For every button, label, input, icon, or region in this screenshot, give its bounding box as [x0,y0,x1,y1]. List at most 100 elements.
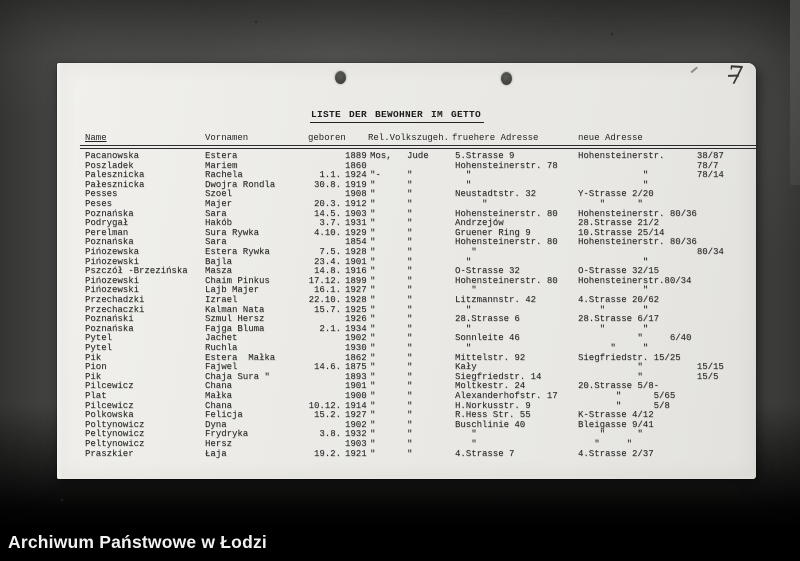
table-row: Pilcewicz Chana 1901 " " Moltkestr. 24 20.Stra… [57,382,756,392]
cell-volkszugehoerigkeit: " [407,362,413,373]
cell-fruehere-adresse: " [455,439,477,449]
cell-geboren-year: 1934 [345,323,367,334]
table-row: Pałesznicka Dwojra Rondla 30.8. 1919 " " " " [57,179,756,191]
column-header-fruehere-adresse: fruehere Adresse [452,133,539,143]
punch-hole-left [335,71,346,84]
table-row: Przechadzki Izrael 22.10. 1928 " " Litzmannstr… [57,295,756,306]
cell-fruehere-adresse: " [455,256,472,267]
cell-neue-adresse: 4.Strasse 2/37 [578,448,654,459]
cell-fruehere-adresse: " [455,429,477,440]
cell-vorname: Rachela [205,170,243,181]
cell-name: Peses [85,199,113,209]
cell-name: Perelman [85,227,129,238]
cell-volkszugehoerigkeit: " [407,295,413,305]
table-row: Peltynowicz Hersz 1903 " " " " " [57,439,756,450]
cell-religion: " [370,419,376,430]
cell-volkszugehoerigkeit: " [407,179,413,190]
cell-fruehere-adresse: Kały [455,362,477,373]
cell-neue-adresse: 78/7 [578,160,719,171]
cell-fruehere-adresse: " [455,170,472,181]
cell-name: Poznańska [85,323,134,334]
table-row: Pińozewski Lajb Majer 16.1. 1927 " " " " [57,286,756,296]
cell-volkszugehoerigkeit: " [407,448,413,459]
cell-fruehere-adresse: " [455,304,472,315]
cell-vorname: Estera Rywka [205,247,270,257]
column-header-neue-adresse: neue Adresse [578,133,643,143]
table-row: Pińozewski Chaim Pinkus 17.12. 1899 " " Hohens… [57,275,756,287]
cell-neue-adresse: " " [578,343,649,353]
cell-neue-adresse: " [578,179,649,190]
cell-neue-adresse: 10.Strasse 25/14 [578,227,665,238]
cell-volkszugehoerigkeit: " [407,381,413,392]
cell-geboren-year: 1930 [345,343,367,353]
cell-religion: " [370,295,376,305]
column-header-rel-volkszugeh: Rel.Volkszugeh. [368,133,450,143]
cell-geboren-day-month: 16.1. [313,285,341,296]
cell-volkszugehoerigkeit: " [407,237,413,248]
cell-vorname: Hakób [205,218,233,229]
cell-geboren-year: 1926 [345,314,367,325]
cell-religion: " [370,247,376,257]
cell-geboren-year: 1875 [345,362,367,373]
cell-vorname: Dwojra Rondla [205,179,276,190]
cell-neue-adresse: " 6/40 [578,333,692,344]
cell-vorname: Izrael [205,295,238,305]
cell-name: Pytel [85,343,113,353]
cell-geboren-year: 1901 [345,381,367,392]
cell-vorname: Bajla [205,256,233,267]
cell-name: Polkowska [85,410,134,421]
cell-fruehere-adresse: Litzmannstr. 42 [455,295,537,305]
cell-volkszugehoerigkeit: " [407,170,413,181]
cell-geboren-year: 1928 [345,247,367,257]
cell-fruehere-adresse: 4.Strasse 7 [455,448,515,459]
cell-name: Praszkier [85,448,134,459]
cell-volkszugehoerigkeit: " [407,275,413,286]
archive-name: Archiwum Państwowe w Łodzi [8,532,267,552]
table-row: Pszczół -Brzezińska Masza 14.8. 1916 " " O-Str… [57,267,756,277]
cell-name: Pesses [85,189,118,200]
cell-geboren-year: 1927 [345,410,367,421]
cell-name: Peltynowicz [85,429,145,440]
cell-geboren-day-month: 10.12. [308,400,341,411]
cell-geboren-year: 1889 [345,151,367,161]
cell-neue-adresse: K-Strasse 4/12 [578,410,654,421]
cell-vorname: Szmul Hersz [205,314,265,325]
cell-volkszugehoerigkeit: " [407,323,413,334]
cell-fruehere-adresse: " [455,343,472,353]
table-row: Pińozewski Bajla 23.4. 1901 " " " " [57,256,756,268]
cell-fruehere-adresse: H.Norkusstr. 9 [455,400,531,411]
cell-volkszugehoerigkeit: " [407,247,413,257]
table-row: Pesses Szoel 1908 " " Neustadtstr. 32 Y-Strass… [57,190,756,200]
cell-fruehere-adresse: " [455,323,472,334]
cell-religion: " [370,448,376,459]
cell-geboren-day-month: 22.10. [308,295,341,305]
cell-geboren-year: 1925 [345,304,367,315]
cell-volkszugehoerigkeit: " [407,218,413,229]
cell-volkszugehoerigkeit: " [407,304,413,315]
cell-religion: " [370,256,376,267]
cell-geboren-day-month: 3.8. [319,429,341,440]
cell-vorname: Frydryka [205,429,249,440]
cell-religion: " [370,352,376,363]
cell-neue-adresse: 20.Strasse 5/8- [578,381,660,392]
cell-fruehere-adresse: 28.Strasse 6 [455,314,520,325]
cell-volkszugehoerigkeit: " [407,227,413,238]
cell-neue-adresse: 28.Strasse 21/2 [578,218,660,229]
cell-volkszugehoerigkeit: " [407,285,413,296]
cell-fruehere-adresse: " [455,199,488,209]
cell-neue-adresse: Hohensteinerstr.80/34 [578,275,692,286]
cell-geboren-day-month: 19.2. [313,448,341,459]
cell-volkszugehoerigkeit: " [407,333,413,344]
cell-vorname: Lajb Majer [205,285,260,296]
cell-religion: " [370,391,376,401]
table-row: Palesznicka Rachela 1.1. 1924 "- " " " 78/14 [57,171,756,181]
cell-religion: " [370,237,376,248]
cell-name: Poszladek [85,160,134,171]
cell-geboren-year: 1893 [345,371,367,382]
table-row: Peses Majer 20.3. 1912 " " " " " [57,199,756,210]
cell-name: Pik [85,371,102,382]
cell-geboren-year: 1860 [345,160,367,171]
cell-name: Pińozewski [85,256,140,267]
table-row: Plat Małka 1900 " " Alexanderhofstr. 17 " 5/6… [57,391,756,402]
